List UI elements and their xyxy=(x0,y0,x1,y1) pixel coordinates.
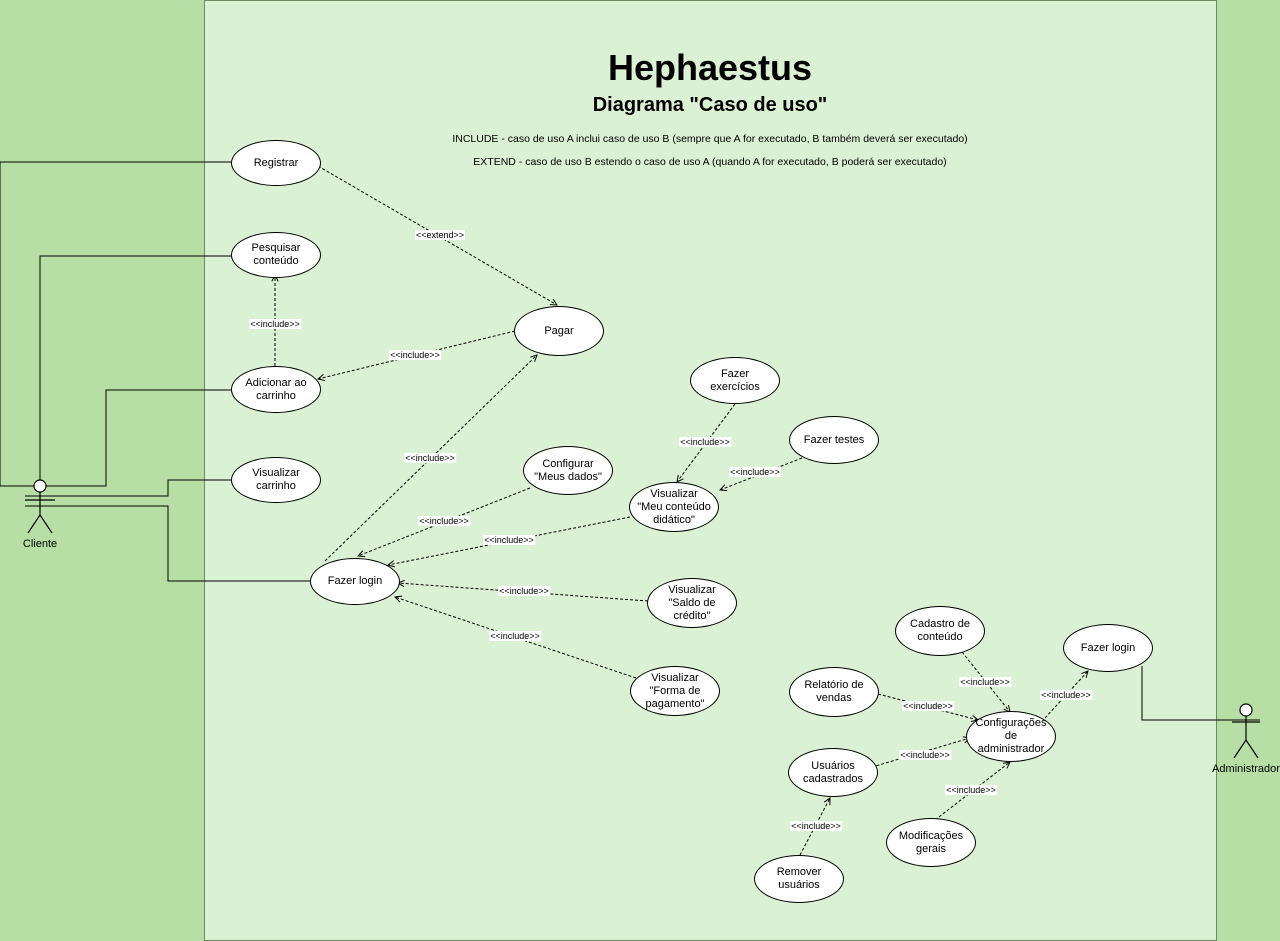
assoc-cliente-pesquisar xyxy=(39,255,232,480)
actor-administrador-label: Administrador xyxy=(1212,763,1280,775)
uc-fazer-login-cliente[interactable]: Fazer login xyxy=(310,558,400,605)
uc-remover-usuarios[interactable]: Remover usuários xyxy=(754,855,844,903)
diagram-subtitle: Diagrama "Caso de uso" xyxy=(592,94,828,116)
dep-exercicios-conteudo xyxy=(677,403,736,482)
label-include-login-pagar: <<include>> xyxy=(404,453,456,463)
uc-pagar[interactable]: Pagar xyxy=(514,306,604,356)
label-include-forma-login: <<include>> xyxy=(489,631,541,641)
assoc-cliente-login xyxy=(25,505,311,582)
uc-visualizar-carrinho[interactable]: Visualizar carrinho xyxy=(231,457,321,503)
uc-usuarios-cadastrados[interactable]: Usuários cadastrados xyxy=(788,748,878,797)
label-include-conteudo-login: <<include>> xyxy=(483,535,535,545)
label-include-relatorio-config: <<include>> xyxy=(902,701,954,711)
assoc-admin-login xyxy=(1141,666,1260,721)
label-include-usuarios-config: <<include>> xyxy=(899,750,951,760)
label-include-exercicios-conteudo: <<include>> xyxy=(679,437,731,447)
label-include-adicionar-pesquisar: <<include>> xyxy=(249,319,301,329)
assoc-cliente-adicionar xyxy=(40,389,232,487)
uc-saldo-de-credito[interactable]: Visualizar "Saldo de crédito" xyxy=(647,578,737,628)
actor-administrador-figure[interactable] xyxy=(1232,703,1260,759)
uc-cadastro-de-conteudo[interactable]: Cadastro de conteúdo xyxy=(895,606,985,656)
uc-modificacoes-gerais[interactable]: Modificações gerais xyxy=(886,818,976,867)
dep-cadastro-config xyxy=(961,651,1010,712)
actor-cliente-label: Cliente xyxy=(22,538,58,550)
uc-registrar[interactable]: Registrar xyxy=(231,140,321,186)
uc-forma-de-pagamento[interactable]: Visualizar "Forma de pagamento" xyxy=(630,666,720,716)
label-extend-registrar-pagar: <<extend>> xyxy=(414,230,466,240)
uc-fazer-login-admin[interactable]: Fazer login xyxy=(1063,624,1153,672)
dep-conteudo-login xyxy=(388,516,631,565)
label-include-modificacoes-config: <<include>> xyxy=(945,785,997,795)
extend-note: EXTEND - caso de uso B estendo o caso de… xyxy=(473,156,947,168)
uc-meu-conteudo-didatico[interactable]: Visualizar "Meu conteúdo didático" xyxy=(629,482,719,532)
associations xyxy=(0,161,1260,721)
label-include-testes-conteudo: <<include>> xyxy=(729,467,781,477)
label-include-cadastro-config: <<include>> xyxy=(959,677,1011,687)
include-note: INCLUDE - caso de uso A inclui caso de u… xyxy=(452,133,968,145)
dep-registrar-pagar xyxy=(317,165,557,305)
assoc-cliente-visualizar-carrinho xyxy=(25,479,232,497)
actor-cliente-figure[interactable] xyxy=(25,479,55,534)
assoc-cliente-registrar xyxy=(0,161,232,487)
uc-configuracoes-de-administrador[interactable]: Configurações de administrador xyxy=(966,711,1056,762)
label-include-configurar-login: <<include>> xyxy=(418,516,470,526)
label-include-config-login-admin: <<include>> xyxy=(1040,690,1092,700)
label-include-remover-usuarios: <<include>> xyxy=(790,821,842,831)
label-include-saldo-login: <<include>> xyxy=(498,586,550,596)
uc-configurar-meus-dados[interactable]: Configurar "Meus dados" xyxy=(523,446,613,495)
diagram-title: Hephaestus xyxy=(607,47,813,88)
uc-fazer-exercicios[interactable]: Fazer exercícios xyxy=(690,357,780,404)
uc-fazer-testes[interactable]: Fazer testes xyxy=(789,416,879,464)
uc-adicionar-ao-carrinho[interactable]: Adicionar ao carrinho xyxy=(231,366,321,413)
label-include-pagar-adicionar: <<include>> xyxy=(389,350,441,360)
uc-relatorio-de-vendas[interactable]: Relatório de vendas xyxy=(789,667,879,717)
system-boundary xyxy=(204,0,1217,941)
uc-pesquisar-conteudo[interactable]: Pesquisar conteúdo xyxy=(231,232,321,278)
